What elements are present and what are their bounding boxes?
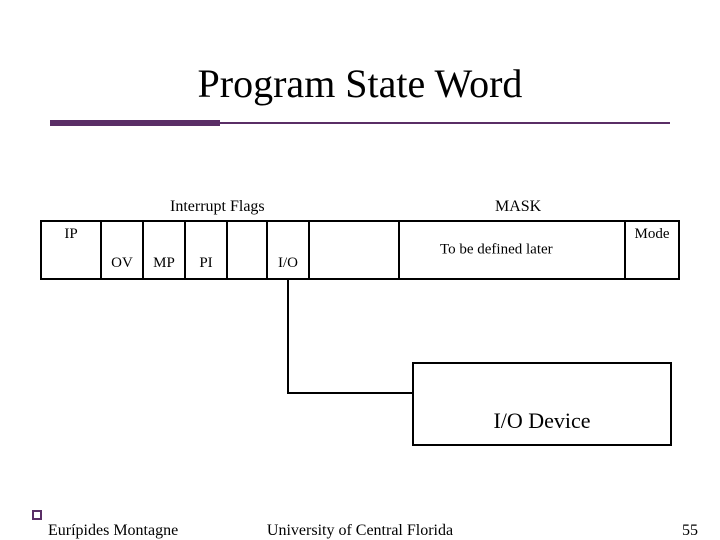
cell-mode: Mode (626, 222, 678, 278)
cell-mp: MP (144, 222, 186, 278)
footer-bullet-icon (32, 510, 42, 520)
cell-spacer-1 (228, 222, 268, 278)
label-io: I/O (268, 255, 308, 272)
underline-thick (50, 120, 220, 126)
label-ip: IP (42, 226, 100, 243)
header-interrupt-flags: Interrupt Flags (170, 198, 265, 216)
header-mask: MASK (495, 198, 541, 216)
label-mode: Mode (626, 226, 678, 243)
psw-table: IP OV MP PI I/O To be defined later Mode (40, 220, 680, 280)
connector-horizontal (287, 392, 413, 394)
label-pi: PI (186, 255, 226, 272)
cell-spacer-2 (310, 222, 400, 278)
cell-mask: To be defined later (400, 222, 626, 278)
io-device-box: I/O Device (412, 362, 672, 446)
cell-pi: PI (186, 222, 228, 278)
footer-page-number: 55 (682, 522, 698, 540)
label-ov: OV (102, 255, 142, 272)
footer-institution: University of Central Florida (0, 522, 720, 540)
cell-io: I/O (268, 222, 310, 278)
label-mask-text: To be defined later (400, 242, 624, 259)
page-title: Program State Word (0, 60, 720, 107)
label-mp: MP (144, 255, 184, 272)
connector-vertical (287, 280, 289, 392)
cell-ov: OV (102, 222, 144, 278)
cell-ip: IP (42, 222, 102, 278)
io-device-label: I/O Device (493, 408, 590, 434)
title-underline (50, 120, 670, 126)
